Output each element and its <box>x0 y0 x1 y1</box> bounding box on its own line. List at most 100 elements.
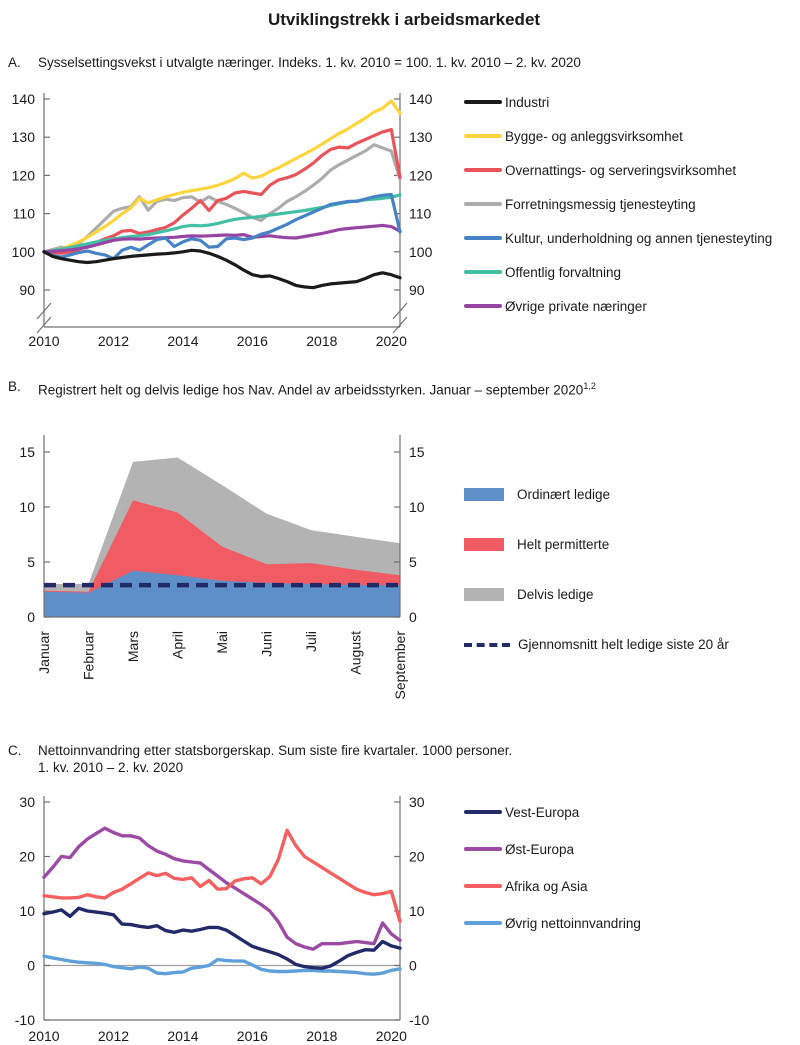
x-tick-label: 2016 <box>237 333 268 349</box>
panel-c-title-line2: 1. kv. 2010 – 2. kv. 2020 <box>38 759 184 775</box>
legend-item: Vest-Europa <box>464 794 800 831</box>
legend-swatch-line <box>464 921 502 925</box>
series-line-2 <box>42 828 402 923</box>
legend-swatch-rect <box>464 538 504 551</box>
x-tick-label: 2014 <box>167 1028 198 1044</box>
series-line-0 <box>42 906 402 970</box>
y-tick-label: 140 <box>12 91 36 107</box>
panel-c-legend: Vest-Europa Øst-Europa Afrika og Asia Øvrig… <box>438 788 800 1045</box>
x-tick-label: September <box>392 630 408 699</box>
panel-a-chart-area: 90 90 100 100 110 110 120 120 130 130 140 140 2010 20… <box>8 85 438 362</box>
y-tick-label: 100 <box>409 244 433 260</box>
y-tick-label: 100 <box>12 244 36 260</box>
y-tick-label: 5 <box>27 554 35 570</box>
legend-item: Gjennomsnitt helt ledige siste 20 år <box>464 620 800 670</box>
y-tick-label: 30 <box>19 794 35 810</box>
legend-swatch-rect <box>464 588 504 601</box>
x-tick-label: 2016 <box>237 1028 268 1044</box>
x-tick-label: Januar <box>36 630 52 673</box>
panel-c-title: Nettoinnvandring etter statsborgerskap. … <box>38 742 800 776</box>
legend-label: Delvis ledige <box>517 587 594 602</box>
legend-label: Øvrige private næringer <box>505 298 647 314</box>
legend-label: Øst-Europa <box>505 841 575 857</box>
panel-c-section: C. Nettoinnvandring etter statsborgerska… <box>8 742 800 1045</box>
legend-label: Industri <box>505 94 550 110</box>
series-line-1 <box>42 826 402 951</box>
legend-label: Offentlig forvaltning <box>505 264 622 280</box>
legend-swatch-line <box>464 100 502 104</box>
y-tick-label: 90 <box>19 282 35 298</box>
y-tick-label: 130 <box>409 129 433 145</box>
y-tick-label: 10 <box>19 903 35 919</box>
x-tick-label: Mai <box>214 631 230 654</box>
legend-item: Øvrige private næringer <box>464 289 800 323</box>
legend-label: Gjennomsnitt helt ledige siste 20 år <box>518 637 729 652</box>
legend-swatch-rect <box>464 488 504 501</box>
y-tick-label: 10 <box>19 499 35 515</box>
figure-title: Utviklingstrekk i arbeidsmarkedet <box>267 10 541 29</box>
legend-label: Helt permitterte <box>517 537 610 552</box>
y-tick-label: 0 <box>27 957 35 973</box>
y-tick-label: 0 <box>27 609 35 625</box>
x-tick-label: Mars <box>125 631 141 662</box>
y-tick-label: 0 <box>409 957 417 973</box>
y-tick-label: 130 <box>12 129 36 145</box>
x-tick-label: 2012 <box>98 1028 129 1044</box>
legend-item: Delvis ledige <box>464 570 800 620</box>
panel-c-chart-area: -10 -10 0 0 10 10 20 20 30 30 2010 2012 2014 2016 2018… <box>8 788 438 1045</box>
x-tick-label: 2018 <box>306 333 337 349</box>
x-tick-label: 2018 <box>306 1028 337 1044</box>
y-tick-label: 20 <box>409 848 425 864</box>
series-line-1 <box>42 99 402 254</box>
y-tick-label: 5 <box>409 554 417 570</box>
x-tick-label: April <box>170 631 186 659</box>
legend-item: Industri <box>464 85 800 119</box>
legend-label: Ordinært ledige <box>517 487 611 502</box>
legend-item: Afrika og Asia <box>464 868 800 905</box>
panel-a-section: A. Sysselsettingsvekst i utvalgte næring… <box>8 54 800 362</box>
legend-swatch-line <box>464 168 502 172</box>
legend-swatch-line <box>464 202 502 206</box>
y-tick-label: 10 <box>409 499 425 515</box>
panel-c-title-line1: Nettoinnvandring etter statsborgerskap. … <box>38 742 513 758</box>
panel-b-title: Registrert helt og delvis ledige hos Nav… <box>38 378 800 399</box>
y-tick-label: 110 <box>13 206 36 222</box>
legend-item: Forretningsmessig tjenesteyting <box>464 187 800 221</box>
panel-b-chart: 0 0 5 5 10 10 15 15 Januar Februar Mars April Mai Jun… <box>19 434 425 699</box>
y-tick-label: 110 <box>409 206 432 222</box>
series-line-6 <box>42 223 402 254</box>
legend-item: Offentlig forvaltning <box>464 255 800 289</box>
y-tick-label: 10 <box>409 903 425 919</box>
legend-item: Overnattings- og serveringsvirksomhet <box>464 153 800 187</box>
axis-break-mark <box>36 302 52 320</box>
panel-b-heading: B. Registrert helt og delvis ledige hos … <box>8 378 800 399</box>
legend-swatch-line <box>464 810 502 814</box>
legend-swatch-line <box>464 270 502 274</box>
legend-item: Kultur, underholdning og annen tjenestey… <box>464 221 800 255</box>
legend-label: Vest-Europa <box>505 804 580 820</box>
legend-label: Øvrig nettoinnvandring <box>505 915 641 931</box>
panel-b-footnote-marker: 1,2 <box>583 381 596 391</box>
y-tick-label: 15 <box>19 444 35 460</box>
legend-label: Bygge- og anleggsvirksomhet <box>505 128 683 144</box>
y-tick-label: 120 <box>409 167 433 183</box>
legend-item: Helt permitterte <box>464 520 800 570</box>
panel-b-chart-area: 0 0 5 5 10 10 15 15 Januar Februar Mars April Mai Jun… <box>8 425 438 726</box>
legend-label: Overnattings- og serveringsvirksomhet <box>505 162 737 178</box>
legend-swatch-line <box>464 304 502 308</box>
y-tick-label: 90 <box>409 282 425 298</box>
x-tick-label: 2010 <box>28 333 59 349</box>
series-line-3 <box>42 953 402 976</box>
legend-label: Afrika og Asia <box>505 878 588 894</box>
legend-item: Bygge- og anleggsvirksomhet <box>464 119 800 153</box>
panel-a-chart: 90 90 100 100 110 110 120 120 130 130 140 140 2010 20… <box>12 91 433 349</box>
panel-b-section: B. Registrert helt og delvis ledige hos … <box>8 378 800 726</box>
legend-item: Ordinært ledige <box>464 470 800 520</box>
panel-a-legend: Industri Bygge- og anleggsvirksomhet Overn… <box>438 85 800 362</box>
y-tick-label: 15 <box>409 444 425 460</box>
legend-swatch-line <box>464 884 502 888</box>
legend-swatch-line <box>464 134 502 138</box>
y-tick-label: -10 <box>409 1012 429 1028</box>
